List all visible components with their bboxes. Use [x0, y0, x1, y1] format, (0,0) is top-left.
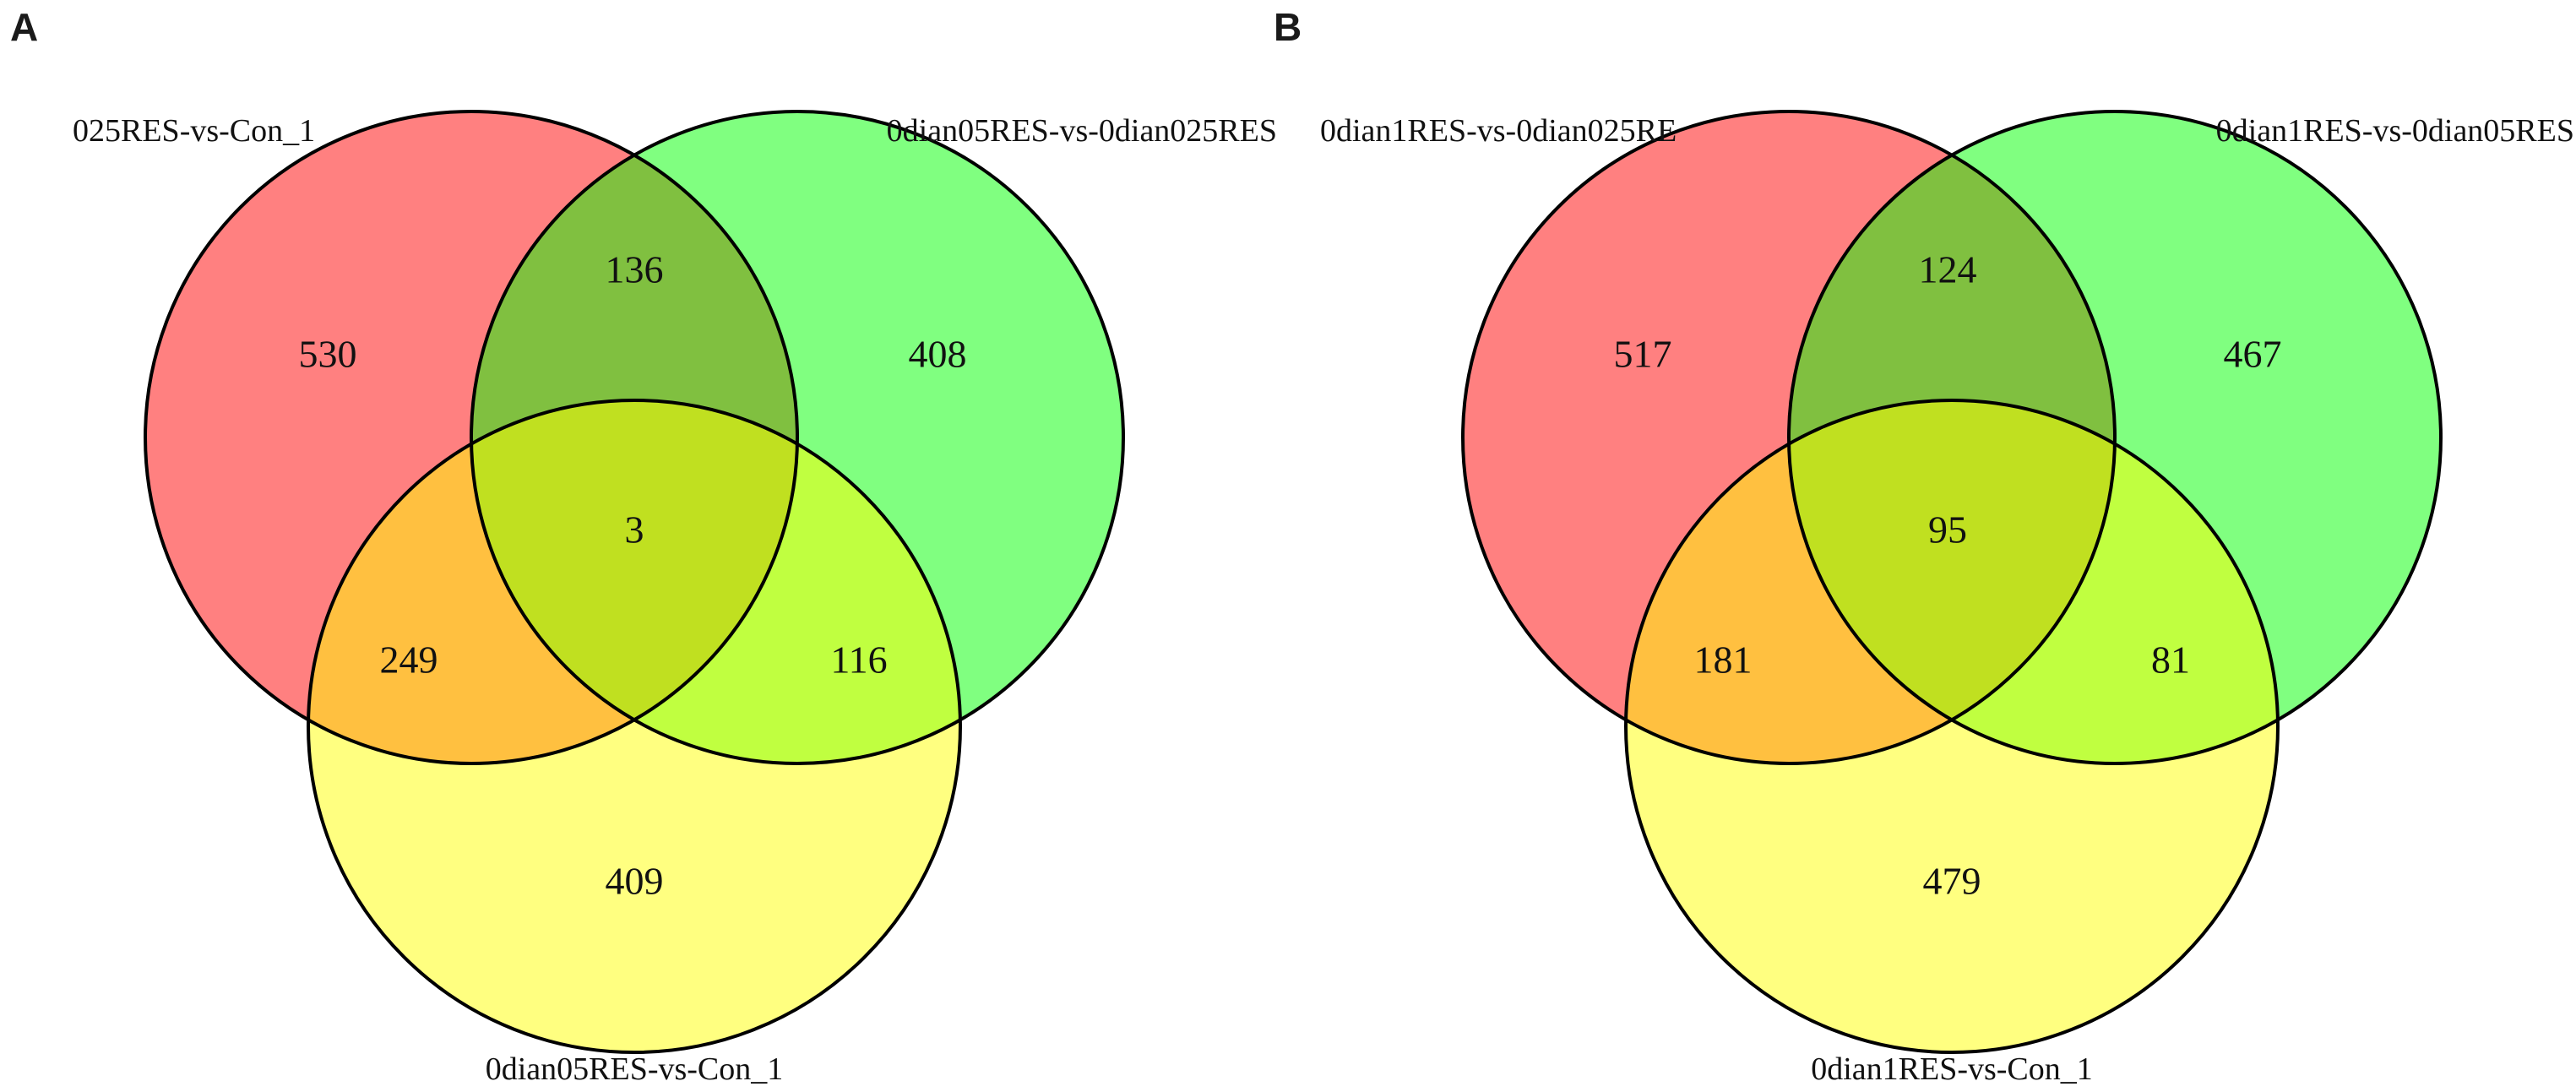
red-circle-outline	[1461, 110, 2117, 765]
panel-letter: A	[10, 5, 38, 49]
count-red-green: 124	[1919, 248, 1977, 291]
green-circle-outline	[1787, 110, 2443, 765]
count-yellow-only: 479	[1923, 860, 1981, 903]
count-green-yellow: 116	[830, 638, 887, 682]
set-label-yellow: 0dian05RES-vs-Con_1	[486, 1051, 784, 1087]
count-red-yellow: 181	[1694, 638, 1753, 682]
red-circle-outline	[144, 110, 799, 765]
panel-letter: B	[1274, 5, 1302, 49]
venn-panels: A 025RES-vs-Con_1 0dian05RES-vs-0dian025RE…	[10, 5, 2574, 1087]
count-yellow-only: 409	[606, 860, 664, 903]
set-label-yellow: 0dian1RES-vs-Con_1	[1811, 1051, 2093, 1087]
count-red-yellow: 249	[380, 638, 438, 682]
set-label-red: 0dian1RES-vs-0dian025RE	[1320, 113, 1677, 149]
yellow-circle-outline	[1624, 399, 2280, 1054]
count-all-three: 3	[625, 508, 644, 551]
count-green-only: 467	[2224, 333, 2282, 376]
count-green-only: 408	[909, 333, 967, 376]
green-circle-outline	[470, 110, 1125, 765]
count-red-green: 136	[606, 248, 664, 291]
venn-panel-b: B 0dian1RES-vs-0dian025RE 0dian1RES-vs-0di…	[1274, 5, 2574, 1087]
yellow-circle-outline	[307, 399, 962, 1054]
count-red-only: 530	[299, 333, 357, 376]
set-label-red: 025RES-vs-Con_1	[73, 113, 315, 149]
count-green-yellow: 81	[2151, 638, 2190, 682]
count-all-three: 95	[1928, 508, 1967, 551]
set-label-green: 0dian05RES-vs-0dian025RES	[887, 113, 1277, 149]
venn-panel-a: A 025RES-vs-Con_1 0dian05RES-vs-0dian025RE…	[10, 5, 1277, 1087]
set-label-green: 0dian1RES-vs-0dian05RES	[2216, 113, 2574, 149]
count-red-only: 517	[1614, 333, 1672, 376]
